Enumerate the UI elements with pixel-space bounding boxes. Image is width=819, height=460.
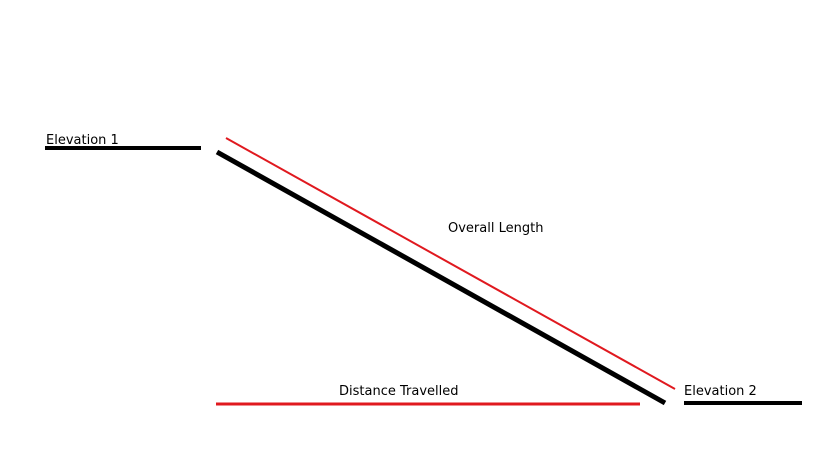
overall-length-label: Overall Length — [448, 221, 544, 236]
elevation-1-label: Elevation 1 — [46, 133, 119, 148]
overall-length-line — [225, 137, 676, 390]
slope-ground-line — [215, 149, 667, 406]
distance-travelled-label: Distance Travelled — [339, 384, 459, 399]
elevation-2-label: Elevation 2 — [684, 384, 757, 399]
